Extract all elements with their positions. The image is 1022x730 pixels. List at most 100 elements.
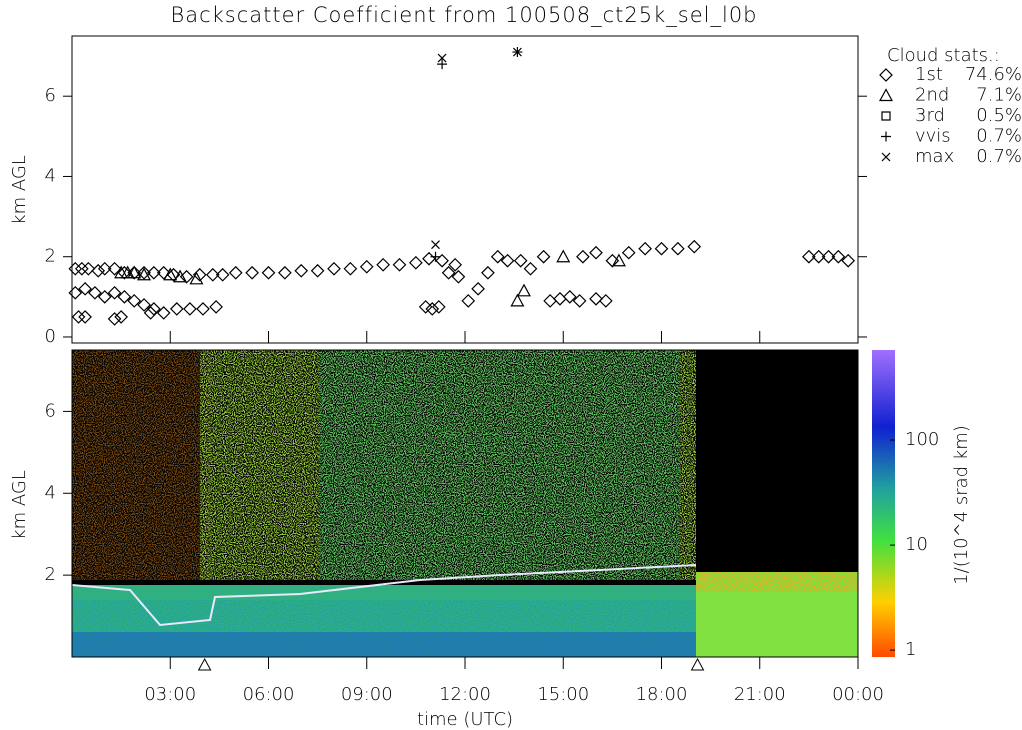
y-tick-label: 2 xyxy=(45,564,56,585)
colorbar-label: 1/(10^4 srad km) xyxy=(951,425,972,585)
point xyxy=(513,253,528,268)
y-tick-label: 4 xyxy=(45,165,56,186)
chart-title: Backscatter Coefficient from 100508_ct25… xyxy=(170,3,757,27)
backscatter-image xyxy=(72,350,858,657)
point xyxy=(441,265,456,280)
point xyxy=(831,249,846,264)
top-frame xyxy=(71,35,859,344)
point xyxy=(512,47,522,57)
point xyxy=(74,261,89,276)
legend-marker xyxy=(881,152,891,162)
point xyxy=(572,294,587,308)
point xyxy=(437,59,448,70)
point xyxy=(556,249,571,263)
point xyxy=(294,263,309,278)
point xyxy=(430,251,441,262)
point xyxy=(451,269,466,284)
point xyxy=(589,292,603,306)
point xyxy=(127,265,142,279)
legend-label: 2nd xyxy=(915,85,949,106)
point xyxy=(78,310,92,324)
legend-value: 0.7% xyxy=(976,146,1022,167)
point xyxy=(261,265,276,280)
point xyxy=(536,249,551,264)
point xyxy=(654,241,669,256)
legend-value: 0.5% xyxy=(976,105,1022,126)
flag-marker xyxy=(690,657,705,671)
point xyxy=(147,265,161,280)
point xyxy=(173,269,188,283)
point xyxy=(156,306,171,320)
point xyxy=(516,283,531,297)
point xyxy=(435,253,449,268)
point xyxy=(205,267,220,282)
point xyxy=(576,249,590,264)
y-tick-label: 6 xyxy=(45,400,56,421)
x-tick-label: 15:00 xyxy=(537,684,589,705)
y-tick-label: 4 xyxy=(45,482,56,503)
point xyxy=(481,265,495,280)
point xyxy=(143,306,158,320)
point xyxy=(359,259,374,274)
colorbar-tick-label: 100 xyxy=(905,429,939,450)
legend-value: 0.7% xyxy=(976,126,1022,147)
point xyxy=(392,257,407,272)
colorbar-tick-label: 1 xyxy=(905,639,916,660)
point xyxy=(156,265,171,280)
legend-label: 3rd xyxy=(915,105,945,126)
y-axis-label: km AGL xyxy=(9,155,30,225)
x-tick-label: 00:00 xyxy=(832,684,884,705)
point xyxy=(589,245,603,260)
legend-label: vvis xyxy=(915,126,951,147)
legend-label: max xyxy=(915,146,954,167)
legend-value: 74.6% xyxy=(965,64,1022,85)
point xyxy=(523,261,538,276)
point xyxy=(422,251,436,266)
point xyxy=(543,294,557,308)
point xyxy=(811,249,826,264)
point xyxy=(169,302,184,316)
x-tick-label: 03:00 xyxy=(144,684,196,705)
point xyxy=(68,285,83,300)
point xyxy=(78,281,92,296)
x-tick-label: 09:00 xyxy=(341,684,393,705)
point xyxy=(376,257,390,272)
point xyxy=(245,265,259,280)
point xyxy=(605,253,620,268)
point xyxy=(137,298,151,312)
point xyxy=(841,253,856,268)
point xyxy=(343,261,358,276)
point xyxy=(91,263,106,278)
point xyxy=(471,281,485,296)
point xyxy=(500,253,515,268)
point xyxy=(107,312,122,326)
point xyxy=(114,310,128,324)
point xyxy=(209,300,223,314)
point xyxy=(431,300,446,314)
point xyxy=(821,249,836,264)
point xyxy=(68,261,83,276)
point xyxy=(137,265,151,280)
point xyxy=(671,241,685,256)
point xyxy=(598,294,613,308)
y-tick-label: 6 xyxy=(45,85,56,106)
point xyxy=(189,271,204,285)
point xyxy=(510,293,525,307)
point xyxy=(137,267,152,281)
point xyxy=(327,261,341,276)
point xyxy=(490,249,505,264)
point xyxy=(97,261,112,276)
point xyxy=(611,253,626,267)
point xyxy=(163,267,178,281)
legend-title: Cloud stats.: xyxy=(887,45,1000,66)
point xyxy=(425,302,440,316)
legend-marker xyxy=(881,111,891,121)
flag-marker xyxy=(197,657,212,671)
point xyxy=(215,267,230,282)
colorbar xyxy=(872,350,895,657)
x-tick-label: 12:00 xyxy=(439,684,491,705)
point xyxy=(562,290,577,304)
point xyxy=(192,267,207,282)
point xyxy=(81,261,96,276)
point xyxy=(228,265,243,280)
